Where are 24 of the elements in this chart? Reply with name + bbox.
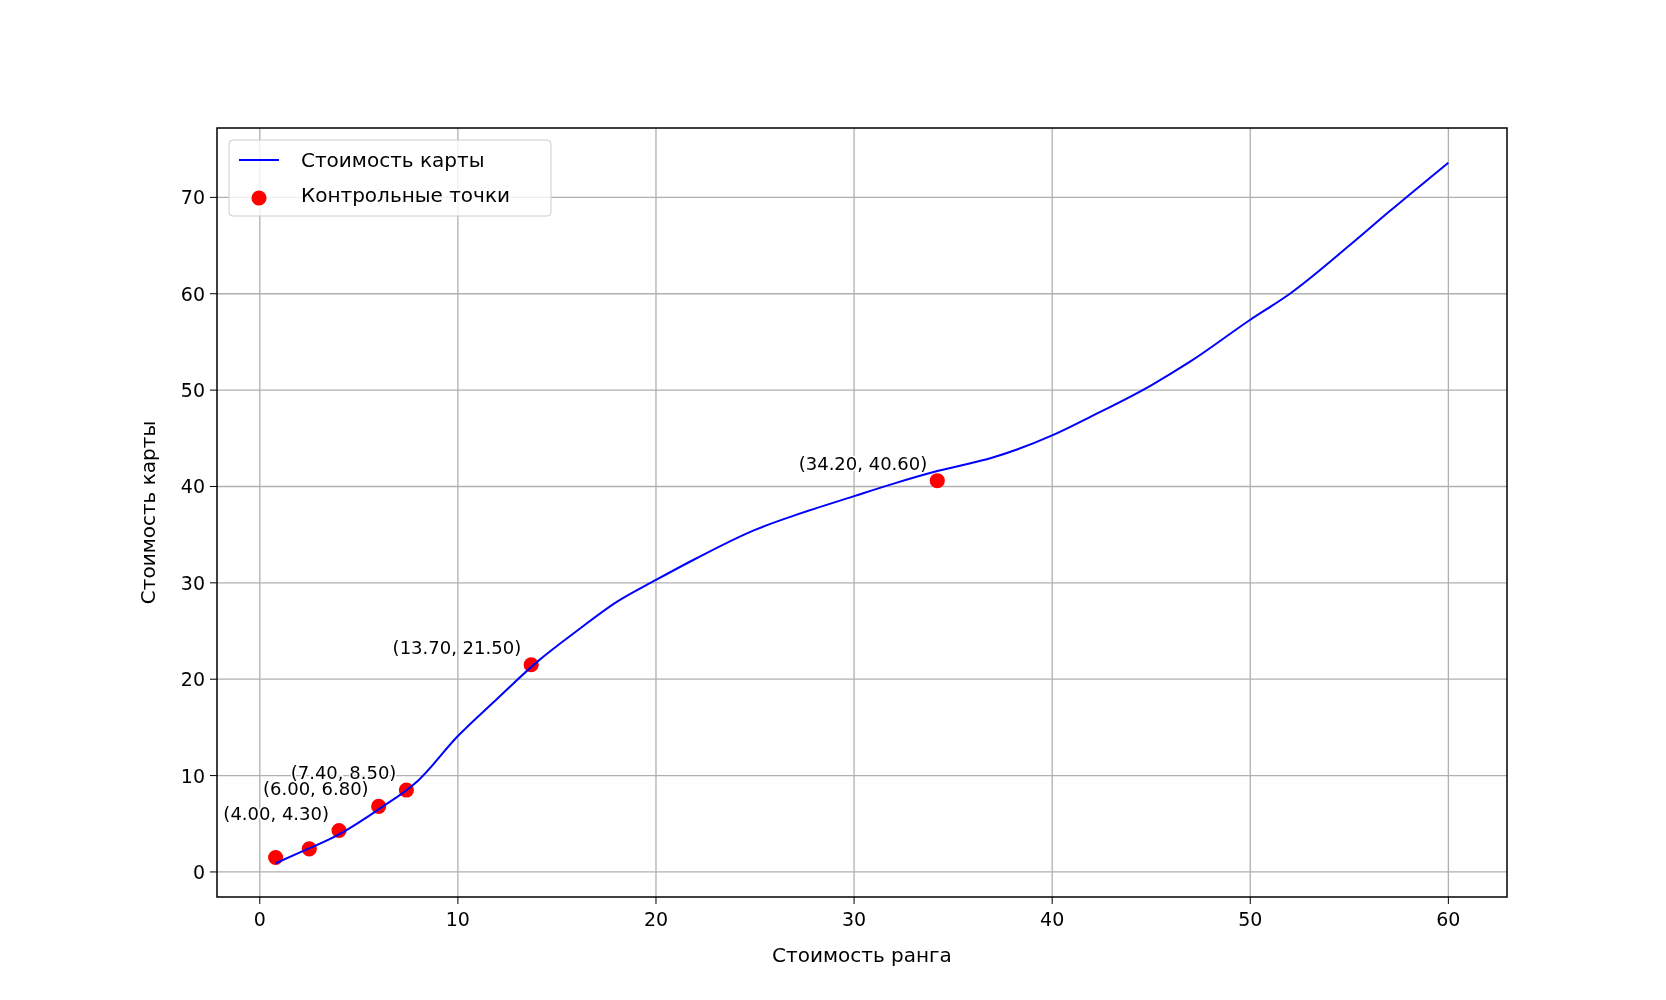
point — [268, 849, 284, 866]
y-tick-label: 0 — [192, 860, 205, 883]
x-tick-label: 30 — [841, 908, 867, 930]
y-tick-label: 40 — [180, 475, 205, 498]
y-tick-label: 10 — [180, 764, 205, 787]
y-tick-label: 30 — [180, 571, 205, 594]
y-tick-label: 20 — [180, 668, 205, 691]
y-tick-label: 70 — [180, 186, 205, 209]
y-tick-label: 60 — [180, 282, 205, 305]
x-tick-label: 60 — [1436, 908, 1461, 930]
x-tick-label: 40 — [1040, 908, 1065, 930]
annotation: (13.70, 21.50) — [392, 636, 522, 658]
x-tick-label: 20 — [643, 908, 669, 930]
x-tick-label: 10 — [445, 908, 470, 930]
legend-label: Стоимость карты — [301, 148, 485, 172]
point — [929, 473, 945, 489]
annotation: (34.20, 40.60) — [798, 452, 928, 474]
x-axis-title: Стоимость ранга — [772, 943, 952, 967]
x-tick-label: 0 — [253, 908, 266, 930]
x-tick-label: 50 — [1238, 908, 1263, 930]
annotation: (4.00, 4.30) — [223, 802, 330, 824]
legend-label: Контрольные точки — [301, 183, 510, 207]
y-tick-label: 50 — [180, 379, 205, 402]
y-axis-title: Стоимость карты — [136, 420, 160, 605]
